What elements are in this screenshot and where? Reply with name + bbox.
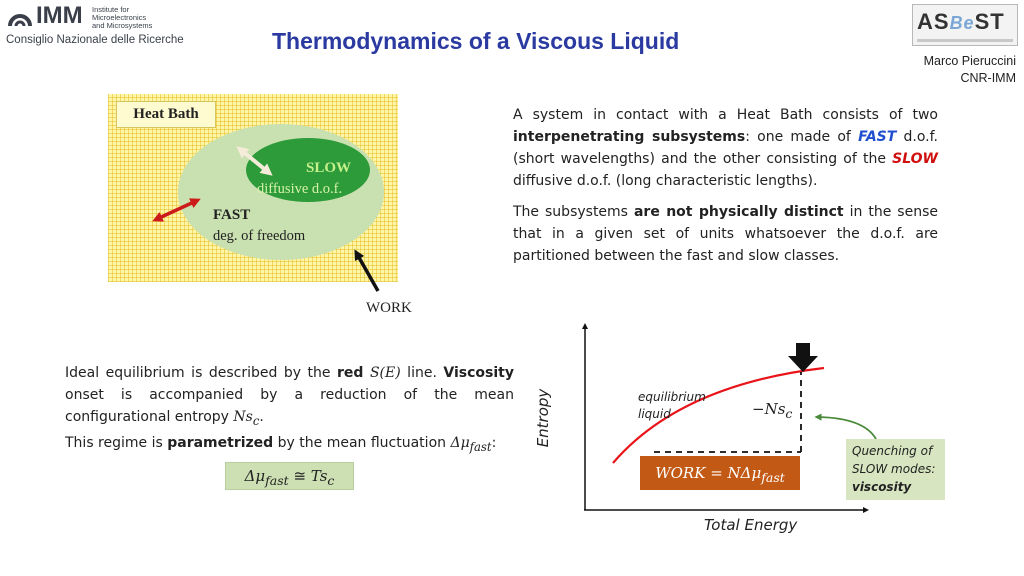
equilibrium-curve xyxy=(612,366,825,464)
asbest-part: ST xyxy=(974,9,1005,34)
text-bold: parametrized xyxy=(167,434,274,451)
text-run: This regime is xyxy=(65,434,168,451)
math-part: Δμ xyxy=(244,467,266,485)
author-affiliation: CNR-IMM xyxy=(960,71,1016,85)
fast-subtitle: deg. of freedom xyxy=(213,228,306,244)
text-bold: interpenetrating subsystems xyxy=(513,129,746,145)
work-formula-box: WORK = NΔμfast xyxy=(640,456,800,490)
math-nsc: Nsc xyxy=(233,409,260,428)
asbest-part: AS xyxy=(917,9,950,34)
text-run: . xyxy=(259,409,264,425)
asbest-logo-underline xyxy=(917,39,1013,42)
math-part: Δμ xyxy=(450,434,470,451)
page-title: Thermodynamics of a Viscous Liquid xyxy=(272,28,680,54)
fast-title: FAST xyxy=(213,207,251,223)
slow-title: SLOW xyxy=(306,160,352,176)
asbest-logo: ASBeST xyxy=(912,4,1018,46)
math-dmu: Δμfast xyxy=(450,434,492,454)
asbest-logo-text: ASBeST xyxy=(917,9,1005,35)
math-sub: fast xyxy=(761,470,785,485)
slow-subtitle: diffusive d.o.f. xyxy=(257,181,343,197)
text-run: : xyxy=(491,434,497,451)
text-run: line. xyxy=(400,365,444,381)
cnr-text: Consiglio Nazionale delle Ricerche xyxy=(6,34,184,46)
red-keyword: red xyxy=(337,365,364,381)
math-sub: fast xyxy=(469,439,492,454)
imm-logo-icon xyxy=(8,14,32,27)
math-part: WORK = NΔμ xyxy=(655,464,762,482)
fast-keyword: FAST xyxy=(858,129,897,145)
paragraph-subsystems: A system in contact with a Heat Bath con… xyxy=(513,104,938,192)
work-arrow xyxy=(354,249,380,292)
quench-line: viscosity xyxy=(852,478,945,496)
text-bold: Viscosity xyxy=(443,365,514,381)
y-axis-label: Entropy xyxy=(534,388,552,448)
math-part: Ts xyxy=(310,467,328,485)
math-part: −Ns xyxy=(752,400,786,418)
quench-line: SLOW modes: xyxy=(852,462,936,476)
text-run: by the mean fluctuation xyxy=(273,434,451,451)
author-block: Marco Pieruccini CNR-IMM xyxy=(924,53,1016,87)
math-sub: c xyxy=(785,406,793,421)
text-run: A system in contact with a Heat Bath con… xyxy=(513,107,938,123)
text-run: The subsystems xyxy=(513,204,634,220)
x-axis-label: Total Energy xyxy=(704,516,798,534)
math-sub: fast xyxy=(265,473,289,488)
text-run: in the sense that in a given set of unit… xyxy=(513,204,938,264)
eq-line: liquid xyxy=(638,407,671,421)
author-name: Marco Pieruccini xyxy=(923,54,1016,68)
equilibrium-liquid-label: equilibrium liquid xyxy=(638,389,706,423)
imm-logo-line: Institute for xyxy=(92,5,130,14)
text-run: onset is accompanied by a reduction of t… xyxy=(65,387,514,425)
text-run: Ideal equilibrium is described by the xyxy=(65,365,338,381)
nsc-label: −Nsc xyxy=(752,400,792,421)
quenching-note: Quenching of SLOW modes: viscosity xyxy=(846,439,945,500)
quench-callout-arrow xyxy=(814,413,877,440)
fast-exchange-arrow xyxy=(152,198,201,222)
imm-logo-line: and Microsystems xyxy=(92,21,153,30)
math-sub: c xyxy=(327,473,335,488)
text-run: diffusive d.o.f. (long characteristic le… xyxy=(513,173,818,189)
math-op: ≅ xyxy=(288,467,311,485)
quench-line: Quenching of xyxy=(852,444,933,458)
text-bold: are not physically distinct xyxy=(633,204,844,220)
asbest-part: Be xyxy=(949,13,975,33)
paragraph-distinct: The subsystems are not physically distin… xyxy=(513,201,938,267)
slow-exchange-arrow xyxy=(236,146,273,176)
math-sub: c xyxy=(252,413,260,428)
math-se: S(E) xyxy=(369,365,401,381)
imm-logo: IMM Institute for Microelectronics and M… xyxy=(6,2,196,48)
imm-logo-subtitle: Institute for Microelectronics and Micro… xyxy=(92,6,152,30)
text-run: : one made of xyxy=(745,129,859,145)
quench-bold: viscosity xyxy=(852,480,912,494)
imm-logo-line: Microelectronics xyxy=(92,13,147,22)
paragraph-equilibrium: Ideal equilibrium is described by the re… xyxy=(65,362,514,458)
down-arrow-icon xyxy=(788,343,818,372)
eq-line: equilibrium xyxy=(638,390,706,404)
math-part: Ns xyxy=(233,409,253,425)
text-run: d.o.f. (short wavelengths) and the other… xyxy=(513,129,938,167)
slow-keyword: SLOW xyxy=(892,151,938,167)
formula-box: Δμfast ≅ Tsc xyxy=(225,462,354,490)
imm-logo-word: IMM xyxy=(36,2,83,29)
heat-bath-label: Heat Bath xyxy=(116,101,216,128)
work-label: WORK xyxy=(366,300,412,316)
